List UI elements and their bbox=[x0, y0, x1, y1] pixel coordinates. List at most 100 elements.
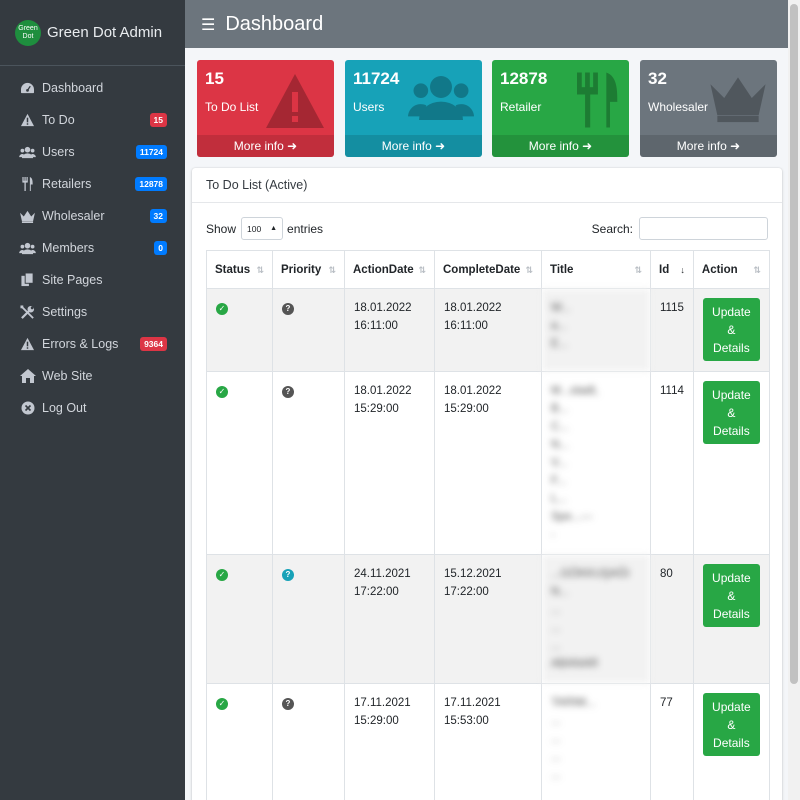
todo-list-card: To Do List (Active) Show 100 ▲ entries S… bbox=[192, 168, 782, 800]
entries-select-value: 100 bbox=[247, 223, 262, 234]
menu-toggle-icon[interactable]: ☰ bbox=[201, 17, 216, 34]
info-box-label: To Do List bbox=[205, 100, 259, 114]
sidebar-item-todo[interactable]: To Do 15 bbox=[0, 104, 185, 136]
title-line: TARIM... bbox=[551, 697, 596, 709]
column-header-priority[interactable]: Priority ⇅ bbox=[272, 250, 345, 289]
sidebar-item-errors-logs[interactable]: Errors & Logs 9364 bbox=[0, 328, 185, 360]
entries-select[interactable]: 100 ▲ bbox=[241, 217, 284, 240]
column-header-actiondate[interactable]: ActionDate ⇅ bbox=[344, 250, 435, 289]
status-cell: ✓ bbox=[206, 683, 273, 800]
button-label: Details bbox=[713, 735, 750, 750]
complete-date-cell: 17.11.2021 15:53:00 bbox=[434, 683, 542, 800]
sidebar-item-web-site[interactable]: Web Site bbox=[0, 360, 185, 392]
action-cell: Update & Details bbox=[692, 683, 770, 800]
complete-date-cell: 15.12.2021 17:22:00 bbox=[434, 554, 542, 684]
info-box-more-info-link[interactable]: More info ➜ bbox=[345, 135, 482, 157]
title-line: ...GÖKKUŞAĞI bbox=[551, 568, 630, 580]
column-header-action[interactable]: Action ⇅ bbox=[692, 250, 770, 289]
update-details-button[interactable]: Update & Details bbox=[702, 564, 760, 627]
wholesaler-count-badge: 32 bbox=[149, 209, 167, 223]
sidebar-item-dashboard[interactable]: Dashboard bbox=[0, 72, 185, 104]
button-label: & bbox=[727, 717, 736, 732]
utensils-icon bbox=[577, 72, 621, 133]
title-line: a... bbox=[551, 320, 567, 332]
title-line: B... bbox=[551, 403, 569, 415]
info-box-more-info-link[interactable]: More info ➜ bbox=[640, 135, 777, 157]
info-box-more-info-link[interactable]: More info ➜ bbox=[492, 135, 629, 157]
crown-icon bbox=[19, 208, 36, 225]
table-row: ✓ ? 24.11.2021 17:22:00 15.12.2021 17:22:0… bbox=[206, 554, 770, 684]
info-box-count: 12878 bbox=[500, 69, 548, 88]
column-header-label: Id bbox=[659, 263, 670, 276]
button-label: Update bbox=[712, 570, 751, 585]
column-header-id[interactable]: Id ↓ bbox=[650, 250, 694, 289]
sort-icon: ⇅ bbox=[328, 264, 336, 275]
button-label: Update bbox=[712, 699, 751, 714]
sidebar-item-members[interactable]: Members 0 bbox=[0, 232, 185, 264]
page-scrollbar[interactable] bbox=[788, 0, 800, 800]
update-details-button[interactable]: Update & Details bbox=[702, 381, 760, 444]
title-line: ... bbox=[551, 715, 561, 727]
column-header-label: Title bbox=[550, 263, 574, 276]
title-cell-redacted: M...stadt, B... C... N... V... F... L... Spe...… bbox=[541, 371, 651, 555]
column-header-completedate[interactable]: CompleteDate ⇅ bbox=[434, 250, 542, 289]
sidebar-item-retailers[interactable]: Retailers 12878 bbox=[0, 168, 185, 200]
warning-icon bbox=[19, 112, 36, 129]
id-cell: 77 bbox=[650, 683, 694, 800]
complete-time: 16:11:00 bbox=[444, 320, 488, 332]
info-box-todo: 15 To Do List More info ➜ bbox=[197, 60, 334, 157]
update-details-button[interactable]: Update & Details bbox=[702, 693, 760, 756]
table-row: ✓ ? 18.01.2022 16:11:00 18.01.2022 16:11:0… bbox=[206, 288, 770, 372]
close-circle-icon bbox=[19, 400, 36, 417]
table-header-row: Status ⇅ Priority ⇅ ActionDate ⇅ CompleteDa… bbox=[206, 250, 770, 289]
scrollbar-thumb[interactable] bbox=[790, 4, 798, 684]
sidebar-item-log-out[interactable]: Log Out bbox=[0, 392, 185, 424]
info-box-count: 11724 bbox=[353, 69, 400, 88]
sidebar-item-label: Web Site bbox=[42, 369, 93, 383]
status-cell: ✓ bbox=[206, 288, 273, 372]
title-line: Spe...--- bbox=[551, 511, 593, 523]
check-circle-icon: ✓ bbox=[216, 569, 228, 581]
id-cell: 80 bbox=[650, 554, 694, 684]
info-box-label: Wholesaler bbox=[648, 100, 709, 114]
sidebar-item-wholesaler[interactable]: Wholesaler 32 bbox=[0, 200, 185, 232]
sort-icon: ⇅ bbox=[634, 264, 642, 275]
action-time: 16:11:00 bbox=[354, 320, 398, 332]
title-line: ... bbox=[551, 622, 561, 634]
warning-icon bbox=[19, 336, 36, 353]
title-line: E... bbox=[551, 338, 569, 350]
arrow-circle-right-icon: ➜ bbox=[730, 139, 741, 153]
utensils-icon bbox=[19, 176, 36, 193]
search-input[interactable] bbox=[639, 217, 768, 240]
title-line: V... bbox=[551, 457, 568, 469]
title-line: L... bbox=[551, 493, 567, 505]
id-cell: 1115 bbox=[650, 288, 694, 372]
priority-cell: ? bbox=[272, 554, 345, 684]
dashboard-gauge-icon bbox=[19, 80, 36, 97]
question-circle-icon: ? bbox=[282, 569, 294, 581]
sort-icon: ⇅ bbox=[256, 264, 264, 275]
entries-control: Show 100 ▲ entries bbox=[206, 217, 323, 240]
check-circle-icon: ✓ bbox=[216, 303, 228, 315]
button-label: Update bbox=[712, 304, 751, 319]
column-header-status[interactable]: Status ⇅ bbox=[206, 250, 273, 289]
sort-icon: ⇅ bbox=[418, 264, 426, 275]
sidebar-item-label: Errors & Logs bbox=[42, 337, 119, 351]
sidebar-item-users[interactable]: Users 11724 bbox=[0, 136, 185, 168]
action-cell: Update & Details bbox=[692, 288, 770, 372]
info-box-users: 11724 Users More info ➜ bbox=[345, 60, 482, 157]
sidebar-item-settings[interactable]: Settings bbox=[0, 296, 185, 328]
todo-table: Status ⇅ Priority ⇅ ActionDate ⇅ CompleteDa… bbox=[206, 250, 770, 800]
column-header-title[interactable]: Title ⇅ bbox=[541, 250, 651, 289]
info-box-count: 32 bbox=[648, 69, 667, 88]
title-cell-redacted: W... a... E... bbox=[541, 288, 651, 372]
sidebar-item-site-pages[interactable]: Site Pages bbox=[0, 264, 185, 296]
status-cell: ✓ bbox=[206, 554, 273, 684]
more-info-label: More info bbox=[381, 139, 432, 153]
brand[interactable]: Green Dot Green Dot Admin bbox=[0, 0, 185, 66]
title-line: ABANAR bbox=[551, 658, 599, 670]
info-box-retailer: 12878 Retailer More info ➜ bbox=[492, 60, 629, 157]
button-label: & bbox=[727, 405, 736, 420]
info-box-more-info-link[interactable]: More info ➜ bbox=[197, 135, 334, 157]
update-details-button[interactable]: Update & Details bbox=[702, 298, 760, 361]
